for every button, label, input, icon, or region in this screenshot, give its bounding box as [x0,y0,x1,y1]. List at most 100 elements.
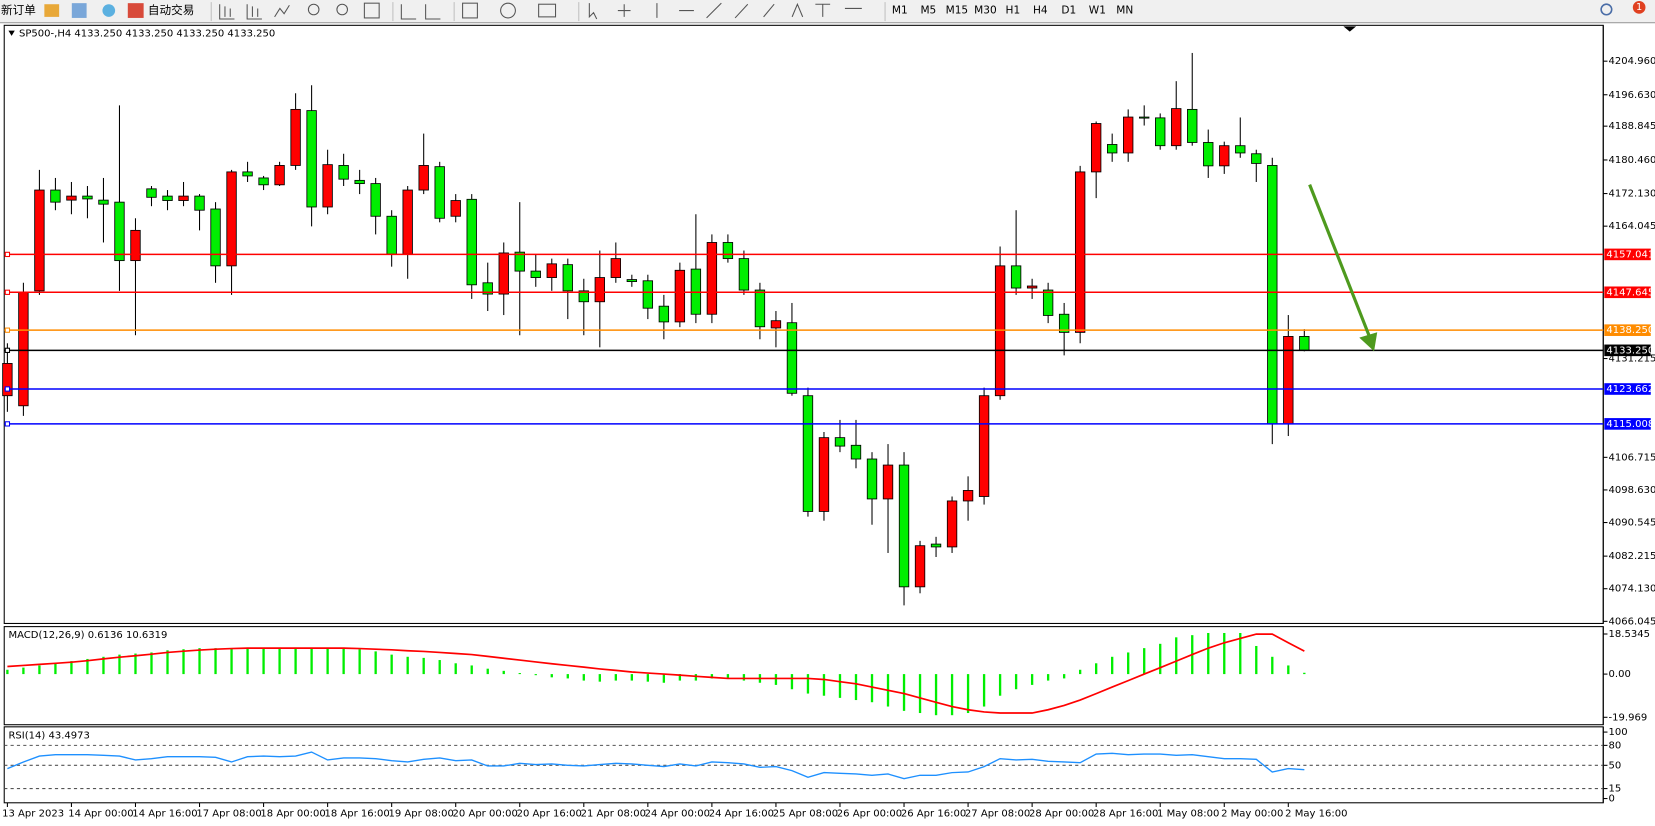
price-label-box [1604,383,1651,395]
alerts-badge[interactable] [1632,1,1646,14]
arrow-head [1359,332,1378,352]
search-icon[interactable] [1600,3,1613,16]
timeframe-button[interactable]: M5 [920,5,936,17]
candle-body [274,165,285,186]
x-tick-label: 28 Apr 00:00 [1029,808,1094,819]
timeframe-button[interactable]: W1 [1089,5,1106,17]
x-tick-label: 25 Apr 08:00 [773,808,838,819]
price-label-box [1604,248,1651,261]
candle-body [482,282,493,295]
candle-body [466,198,477,286]
x-tick-label: 24 Apr 00:00 [645,808,710,819]
level-handle[interactable] [4,347,11,353]
auto-trading-icon[interactable] [127,3,144,18]
y-tick-label: 0.00 [1609,669,1631,680]
x-tick-label: 1 May 08:00 [1157,808,1219,819]
arrow-shaft [1308,184,1372,339]
price-label: 4138.250 [1606,325,1654,336]
x-tick-label: 28 Apr 16:00 [1093,808,1158,819]
candle-body [1203,142,1214,167]
x-tick-label: 24 Apr 16:00 [709,808,774,819]
candle-body [1107,144,1118,154]
level-handle[interactable] [4,327,11,333]
candle-body [498,252,509,295]
candle-body [386,215,397,255]
timeframe-button[interactable]: M30 [974,5,997,17]
y-tick-label: 18.5345 [1609,629,1650,640]
level-handle[interactable] [4,289,11,295]
x-tick-label: 17 Apr 08:00 [196,808,261,819]
tool-icons[interactable] [219,2,862,20]
candle-body [834,437,846,447]
icon[interactable] [336,3,349,16]
candle-body [786,322,798,394]
icon[interactable] [274,4,290,18]
icon[interactable] [44,4,60,17]
candle-body [610,258,621,278]
candle-body [866,458,878,500]
icon[interactable] [246,4,262,20]
candle-body [1171,108,1182,147]
icon[interactable] [102,4,116,17]
x-tick-label: 13 Apr 2023 [2,808,64,819]
candle-body [1283,336,1294,425]
candle-body [914,545,926,588]
candle-body [514,251,525,272]
icon[interactable] [219,4,235,20]
timeframe-button[interactable]: M15 [946,5,969,17]
x-tick-label: 18 Apr 00:00 [260,808,325,819]
candle-body [1251,153,1262,164]
level-handle[interactable] [4,386,11,392]
candle-body [258,177,269,186]
candle-body [562,264,573,292]
candle-body [946,500,958,548]
candle-body [194,195,205,211]
candle-body [1139,116,1150,119]
toolbar: 新订单 自动交易 M1 M5 M15 M30 H1 H4 D1 W1 MN [0,0,1655,24]
icon[interactable] [538,3,557,18]
timeframe-button[interactable]: M1 [892,5,908,17]
level-handle[interactable] [4,251,11,258]
price-label: 4133.250 [1606,345,1654,356]
candle-body [226,171,237,267]
candle-body [114,201,125,262]
candle-body [530,270,541,278]
x-tick-label: 18 Apr 16:00 [324,808,389,819]
icon[interactable] [462,2,478,19]
x-tick-label: 26 Apr 00:00 [837,808,902,819]
level-handle[interactable] [4,421,11,427]
candle-body [178,195,189,201]
timeframe-button[interactable]: MN [1116,5,1133,17]
candle-body [306,110,317,208]
candle-body [354,179,365,185]
timeframe-button[interactable]: D1 [1061,5,1076,17]
icon[interactable] [363,2,380,19]
candle-body [450,200,461,217]
candle-body [434,166,445,219]
timeframe-button[interactable]: H4 [1033,5,1048,17]
y-tick-label: 4164.045 [1609,221,1655,232]
candle-body [978,395,990,497]
icon[interactable] [71,3,87,18]
candle-body [1074,171,1086,333]
y-tick-label: 0 [1609,794,1615,805]
price-label: 4115.008 [1606,419,1654,430]
auto-trading-button[interactable]: 自动交易 [148,3,194,17]
price-label: 4147.645 [1606,287,1654,298]
icon[interactable] [500,2,516,19]
y-tick-label: 80 [1609,740,1622,751]
candle-body [50,189,61,203]
timeframe-button[interactable]: H1 [1006,5,1021,17]
signal-line [7,633,1305,714]
candle-body [418,165,429,191]
icon[interactable] [400,4,441,20]
y-tick-label: 4196.630 [1609,90,1655,101]
alerts-count[interactable]: 1 [1636,2,1642,13]
new-order-button[interactable]: 新订单 [1,3,36,17]
icon[interactable] [588,2,862,20]
y-tick-label: 4098.630 [1609,485,1655,496]
toolbar-bg [0,0,1655,24]
candle-body [98,199,109,205]
icon[interactable] [307,3,320,16]
